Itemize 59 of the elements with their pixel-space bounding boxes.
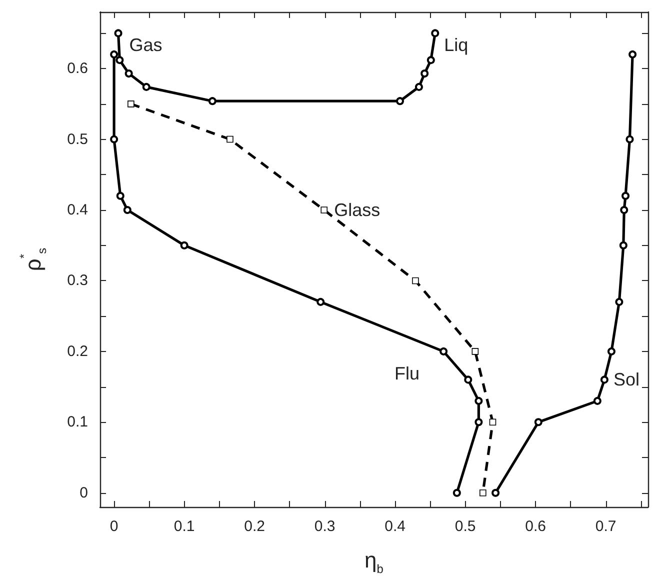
point: [412, 277, 419, 284]
y-tick-label: 0.3: [67, 272, 88, 290]
point: [180, 241, 188, 250]
point: [124, 70, 133, 78]
point: [110, 135, 118, 144]
point: [316, 298, 325, 306]
point: [628, 50, 637, 58]
x-tick-label: 0.4: [384, 518, 406, 535]
x-tick-label: 0: [110, 518, 118, 535]
point: [474, 418, 483, 426]
point: [128, 100, 134, 108]
point: [492, 488, 500, 497]
point: [464, 376, 472, 384]
point: [534, 418, 542, 426]
point: [474, 396, 483, 405]
y-axis-title: ρ*s: [17, 248, 49, 272]
point: [452, 488, 461, 497]
point: [619, 241, 628, 250]
point: [320, 206, 328, 214]
point: [110, 50, 118, 58]
point: [123, 206, 132, 214]
point: [226, 136, 234, 143]
point: [116, 192, 124, 200]
x-tick-label: 0.7: [595, 518, 616, 535]
point: [622, 192, 630, 200]
x-tick-label: 0.1: [174, 518, 195, 535]
point: [615, 298, 624, 306]
x-tick-label: 0.6: [525, 518, 546, 535]
x-tick-label: 0.2: [244, 518, 265, 535]
point: [114, 29, 122, 38]
annotation: Glass: [334, 200, 380, 220]
point: [600, 376, 608, 384]
y-tick-label: 0.4: [67, 202, 88, 218]
point: [142, 82, 150, 91]
y-tick-label: 0.6: [67, 60, 88, 78]
y-tick-label: 0: [80, 484, 88, 502]
annotation: Sol: [613, 370, 640, 390]
point: [489, 418, 496, 426]
annotation: Liq: [444, 35, 468, 56]
y-tick-label: 0.5: [67, 130, 88, 148]
annotation: Gas: [129, 35, 162, 56]
point: [593, 396, 602, 405]
annotation: Flu: [394, 363, 420, 384]
point: [414, 82, 423, 91]
point: [620, 206, 628, 214]
point: [472, 348, 479, 355]
point: [440, 347, 448, 356]
point: [426, 56, 435, 64]
point: [431, 29, 440, 38]
point: [420, 70, 429, 78]
point: [607, 347, 616, 356]
x-tick-label: 0.5: [454, 518, 476, 535]
point: [116, 56, 124, 64]
y-tick-label: 0.2: [67, 342, 88, 360]
point: [208, 97, 216, 106]
point: [396, 97, 404, 106]
point: [626, 135, 634, 144]
y-tick-label: 0.1: [67, 414, 88, 431]
x-tick-label: 0.3: [314, 518, 336, 535]
